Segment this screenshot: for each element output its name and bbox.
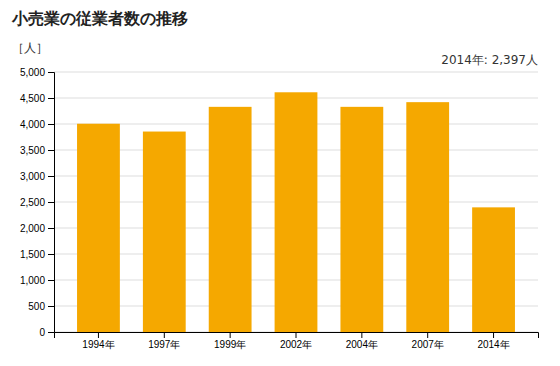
x-axis: 1994年 1997年 1999年 2002年 2004年 2007年 2014年 bbox=[55, 332, 539, 350]
grid-line bbox=[54, 72, 538, 73]
y-tick-mark bbox=[48, 98, 54, 99]
x-tick: 1994年 bbox=[82, 332, 114, 350]
x-tick-mark bbox=[493, 332, 494, 338]
x-tick-mark bbox=[98, 332, 99, 338]
y-tick: 1,000 bbox=[20, 275, 54, 286]
bar bbox=[209, 107, 252, 332]
bar bbox=[143, 132, 186, 332]
y-tick-mark bbox=[48, 124, 54, 125]
x-tick-label: 2002年 bbox=[280, 339, 312, 350]
chart: 0 500 1,000 1,500 2,000 2,500 3,000 3,500 4,000 4… bbox=[0, 0, 560, 366]
y-tick-label: 5,000 bbox=[20, 67, 45, 78]
y-tick-label: 4,500 bbox=[20, 93, 45, 104]
plot: 0 500 1,000 1,500 2,000 2,500 3,000 3,500 4,000 4… bbox=[20, 67, 539, 350]
x-tick-mark bbox=[164, 332, 165, 338]
y-tick: 3,500 bbox=[20, 145, 54, 156]
x-tick: 2004年 bbox=[346, 332, 378, 350]
y-label: ［人］ bbox=[12, 41, 48, 55]
y-tick-label: 3,000 bbox=[20, 171, 45, 182]
y-tick-mark bbox=[48, 332, 54, 333]
y-tick: 4,500 bbox=[20, 93, 54, 104]
y-tick-mark bbox=[48, 228, 54, 229]
title: 小売業の従業者数の推移 bbox=[11, 9, 188, 28]
y-axis-line bbox=[48, 73, 55, 333]
x-tick: 2014年 bbox=[477, 332, 509, 350]
y-tick-mark bbox=[48, 176, 54, 177]
y-tick: 0 bbox=[39, 327, 54, 338]
x-tick-label: 1999年 bbox=[214, 339, 246, 350]
y-tick-mark bbox=[48, 254, 54, 255]
x-tick-label: 2014年 bbox=[477, 339, 509, 350]
x-tick-mark bbox=[427, 332, 428, 338]
x-tick-label: 2004年 bbox=[346, 339, 378, 350]
y-tick-mark bbox=[48, 280, 54, 281]
x-tick: 2007年 bbox=[412, 332, 444, 350]
x-tick: 1997年 bbox=[148, 332, 180, 350]
y-tick-mark bbox=[48, 150, 54, 151]
bars bbox=[77, 92, 515, 332]
x-tick: 1999年 bbox=[214, 332, 246, 350]
x-tick-label: 2007年 bbox=[412, 339, 444, 350]
y-tick-label: 1,000 bbox=[20, 275, 45, 286]
x-tick-label: 1994年 bbox=[82, 339, 114, 350]
y-tick-label: 500 bbox=[28, 301, 45, 312]
annotation: 2014年: 2,397人 bbox=[441, 53, 538, 67]
grid bbox=[54, 72, 538, 332]
x-tick-mark bbox=[361, 332, 362, 338]
y-tick-mark bbox=[48, 202, 54, 203]
y-tick: 500 bbox=[28, 301, 54, 312]
x-axis-line bbox=[55, 333, 539, 339]
bar bbox=[406, 102, 449, 332]
y-tick-mark bbox=[48, 72, 54, 73]
x-tick-mark bbox=[230, 332, 231, 338]
y-tick: 3,000 bbox=[20, 171, 54, 182]
y-tick: 4,000 bbox=[20, 119, 54, 130]
y-tick: 5,000 bbox=[20, 67, 54, 78]
bar bbox=[275, 92, 318, 332]
bar bbox=[472, 207, 515, 332]
y-tick-label: 2,500 bbox=[20, 197, 45, 208]
y-tick: 1,500 bbox=[20, 249, 54, 260]
y-tick: 2,500 bbox=[20, 197, 54, 208]
y-tick-mark bbox=[48, 306, 54, 307]
y-tick-label: 3,500 bbox=[20, 145, 45, 156]
bar bbox=[77, 124, 120, 332]
y-axis: 0 500 1,000 1,500 2,000 2,500 3,000 3,500 4,000 4… bbox=[20, 67, 55, 338]
x-tick-label: 1997年 bbox=[148, 339, 180, 350]
x-tick-mark bbox=[296, 332, 297, 338]
y-tick: 2,000 bbox=[20, 223, 54, 234]
x-tick: 2002年 bbox=[280, 332, 312, 350]
y-tick-label: 1,500 bbox=[20, 249, 45, 260]
y-tick-label: 4,000 bbox=[20, 119, 45, 130]
y-tick-label: 0 bbox=[39, 327, 45, 338]
y-tick-label: 2,000 bbox=[20, 223, 45, 234]
bar bbox=[340, 107, 383, 332]
